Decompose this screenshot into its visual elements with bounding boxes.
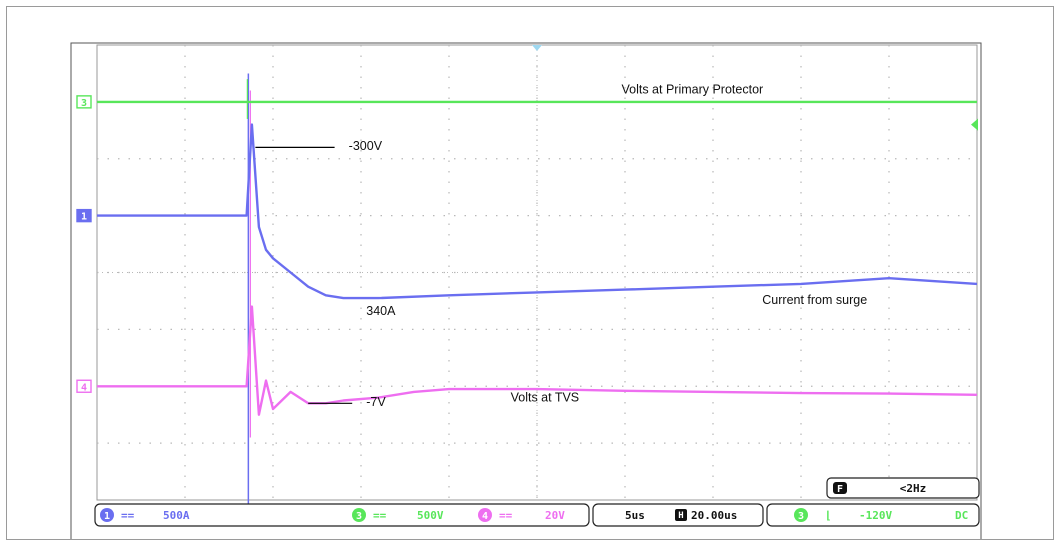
status-ch4-chip	[478, 508, 492, 522]
channel-marker-ch3	[76, 95, 92, 109]
status-ch1-chip-label: 1	[104, 511, 110, 522]
status-ch4-scale: 20V	[545, 509, 565, 522]
frequency-icon	[833, 482, 847, 494]
annotation-1: -300V	[349, 139, 383, 153]
annotation-4: -7V	[366, 395, 386, 409]
status-ch1-scale: 500A	[163, 509, 190, 522]
status-ch4-chip-label: 4	[482, 511, 488, 522]
channel-marker-label-ch4: 4	[81, 382, 87, 393]
status-coupling: DC	[955, 509, 968, 522]
frequency-value: <2Hz	[900, 482, 927, 495]
trigger-position-marker	[532, 45, 542, 51]
annotation-3: 340A	[366, 304, 396, 318]
status-trigger-level: -120V	[859, 509, 892, 522]
channel-marker-label-ch1: 1	[81, 212, 87, 223]
channel-marker-label-ch3: 3	[81, 98, 87, 109]
annotation-0: Volts at Primary Protector	[621, 82, 763, 96]
status-ch1-chip	[100, 508, 114, 522]
channel-marker-ch4	[76, 379, 92, 393]
figure-frame: 3 1 4 Volts at Primary Protector -300V Curren…	[6, 6, 1054, 540]
oscilloscope-chart: 3 1 4 Volts at Primary Protector -300V Curren…	[70, 42, 982, 539]
annotation-5: Volts at TVS	[511, 391, 580, 405]
status-timebase: 5us	[625, 509, 645, 522]
status-box-scales	[94, 503, 590, 527]
series-ch4-line	[97, 305, 978, 416]
status-ch3-chip-label: 3	[356, 511, 362, 522]
channel-marker-ch1	[76, 208, 92, 223]
status-ch3-chip	[352, 508, 366, 522]
status-ch3-symbol: ==	[373, 509, 387, 522]
status-box-trigger	[766, 503, 980, 527]
status-trigger-chip-label: 3	[798, 511, 804, 522]
status-trigger-symbol: ⌊	[825, 509, 832, 522]
status-ch1-symbol: ==	[121, 509, 135, 522]
series-ch1-line	[97, 123, 978, 300]
trigger-level-marker	[971, 118, 978, 131]
status-ch3-scale: 500V	[417, 509, 444, 522]
status-position: 20.00us	[691, 509, 737, 522]
frequency-icon-label: F	[837, 484, 843, 495]
status-h-icon	[675, 509, 687, 521]
status-ch4-symbol: ==	[499, 509, 513, 522]
annotation-2: Current from surge	[762, 293, 867, 307]
status-h-icon-label: H	[678, 511, 683, 521]
status-trigger-chip	[794, 508, 808, 522]
frequency-box	[826, 477, 980, 499]
